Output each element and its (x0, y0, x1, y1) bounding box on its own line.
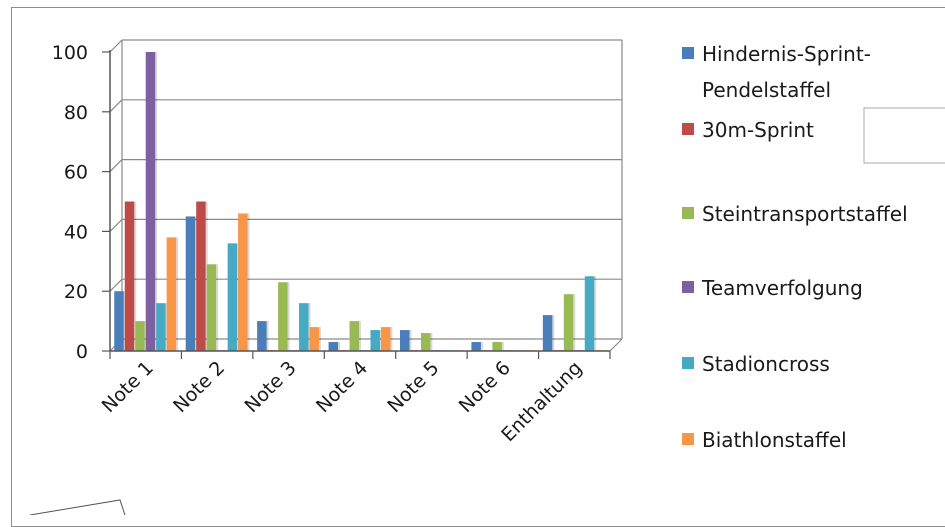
bar (400, 330, 410, 351)
y-tick-label: 100 (52, 42, 88, 64)
gridline-side (109, 218, 123, 232)
x-category-label: Note 2 (169, 357, 229, 417)
gridline-side (109, 278, 123, 292)
gridline-side (109, 159, 123, 173)
bar-side (155, 52, 158, 351)
bar (206, 264, 217, 351)
legend: Hindernis-Sprint- Pendelstaffel 30m-Sprint… (682, 42, 908, 452)
bar (238, 213, 248, 351)
bar (278, 282, 288, 351)
bar (196, 201, 206, 351)
callout-shape (29, 499, 126, 515)
bar (584, 276, 595, 351)
x-category-label: Note 5 (383, 357, 443, 417)
bar-side (409, 330, 412, 351)
bar (492, 342, 502, 351)
bar (349, 321, 359, 351)
legend-swatch (682, 207, 694, 219)
bar (380, 327, 391, 351)
gridline-side (109, 99, 123, 113)
bar (257, 321, 267, 351)
bar (156, 303, 166, 351)
legend-label: Hindernis-Sprint- (702, 42, 871, 66)
bar-side (480, 342, 483, 351)
bar (135, 321, 145, 351)
bar (542, 315, 553, 351)
bar (328, 342, 339, 351)
y-tick-label: 60 (64, 162, 88, 184)
bar-side (266, 321, 269, 351)
legend-swatch (682, 433, 694, 445)
bar (114, 291, 124, 351)
x-category-label: Note 1 (98, 357, 158, 417)
legend-label: Steintransportstaffel (702, 202, 908, 226)
bar-side (338, 342, 341, 351)
legend-label: Stadioncross (702, 352, 830, 376)
bar-side (359, 321, 361, 351)
legend-swatch (682, 123, 694, 135)
bar (420, 333, 431, 351)
x-category-label: Note 4 (312, 357, 372, 417)
bar-side (430, 333, 433, 351)
floor-edge (609, 338, 623, 352)
y-tick-label: 40 (64, 221, 88, 243)
legend-swatch (682, 47, 694, 59)
bar-side (501, 342, 504, 351)
bar-side (319, 327, 321, 351)
legend-label: Pendelstaffel (702, 78, 831, 102)
legend-swatch (682, 281, 694, 293)
bar-side (594, 276, 597, 351)
bar (166, 237, 177, 351)
bar-side (552, 315, 555, 351)
legend-label: Biathlonstaffel (702, 428, 847, 452)
y-tick-label: 0 (76, 341, 88, 363)
bar-side (247, 213, 250, 351)
bar (185, 216, 196, 351)
bar (563, 294, 574, 351)
y-tick-label: 80 (64, 102, 88, 124)
legend-label: Teamverfolgung (701, 276, 863, 300)
bar-side (176, 237, 179, 351)
bar (227, 243, 238, 351)
gridline-side (109, 39, 123, 53)
legend-swatch (682, 357, 694, 369)
bar (370, 330, 380, 351)
x-category-label: Note 3 (240, 357, 300, 417)
bar-side (573, 294, 576, 351)
empty-text-box (863, 107, 945, 164)
x-category-label: Note 6 (455, 357, 515, 417)
bar (299, 303, 309, 351)
bar-side (390, 327, 393, 351)
bar-side (287, 282, 290, 351)
legend-label: 30m-Sprint (702, 118, 814, 142)
bar (145, 52, 156, 351)
bars-layer (114, 52, 607, 351)
bar (309, 327, 319, 351)
bar (471, 342, 481, 351)
y-tick-label: 20 (64, 281, 88, 303)
bar-side (134, 201, 137, 351)
bar-side (216, 264, 219, 351)
bar (124, 201, 135, 351)
